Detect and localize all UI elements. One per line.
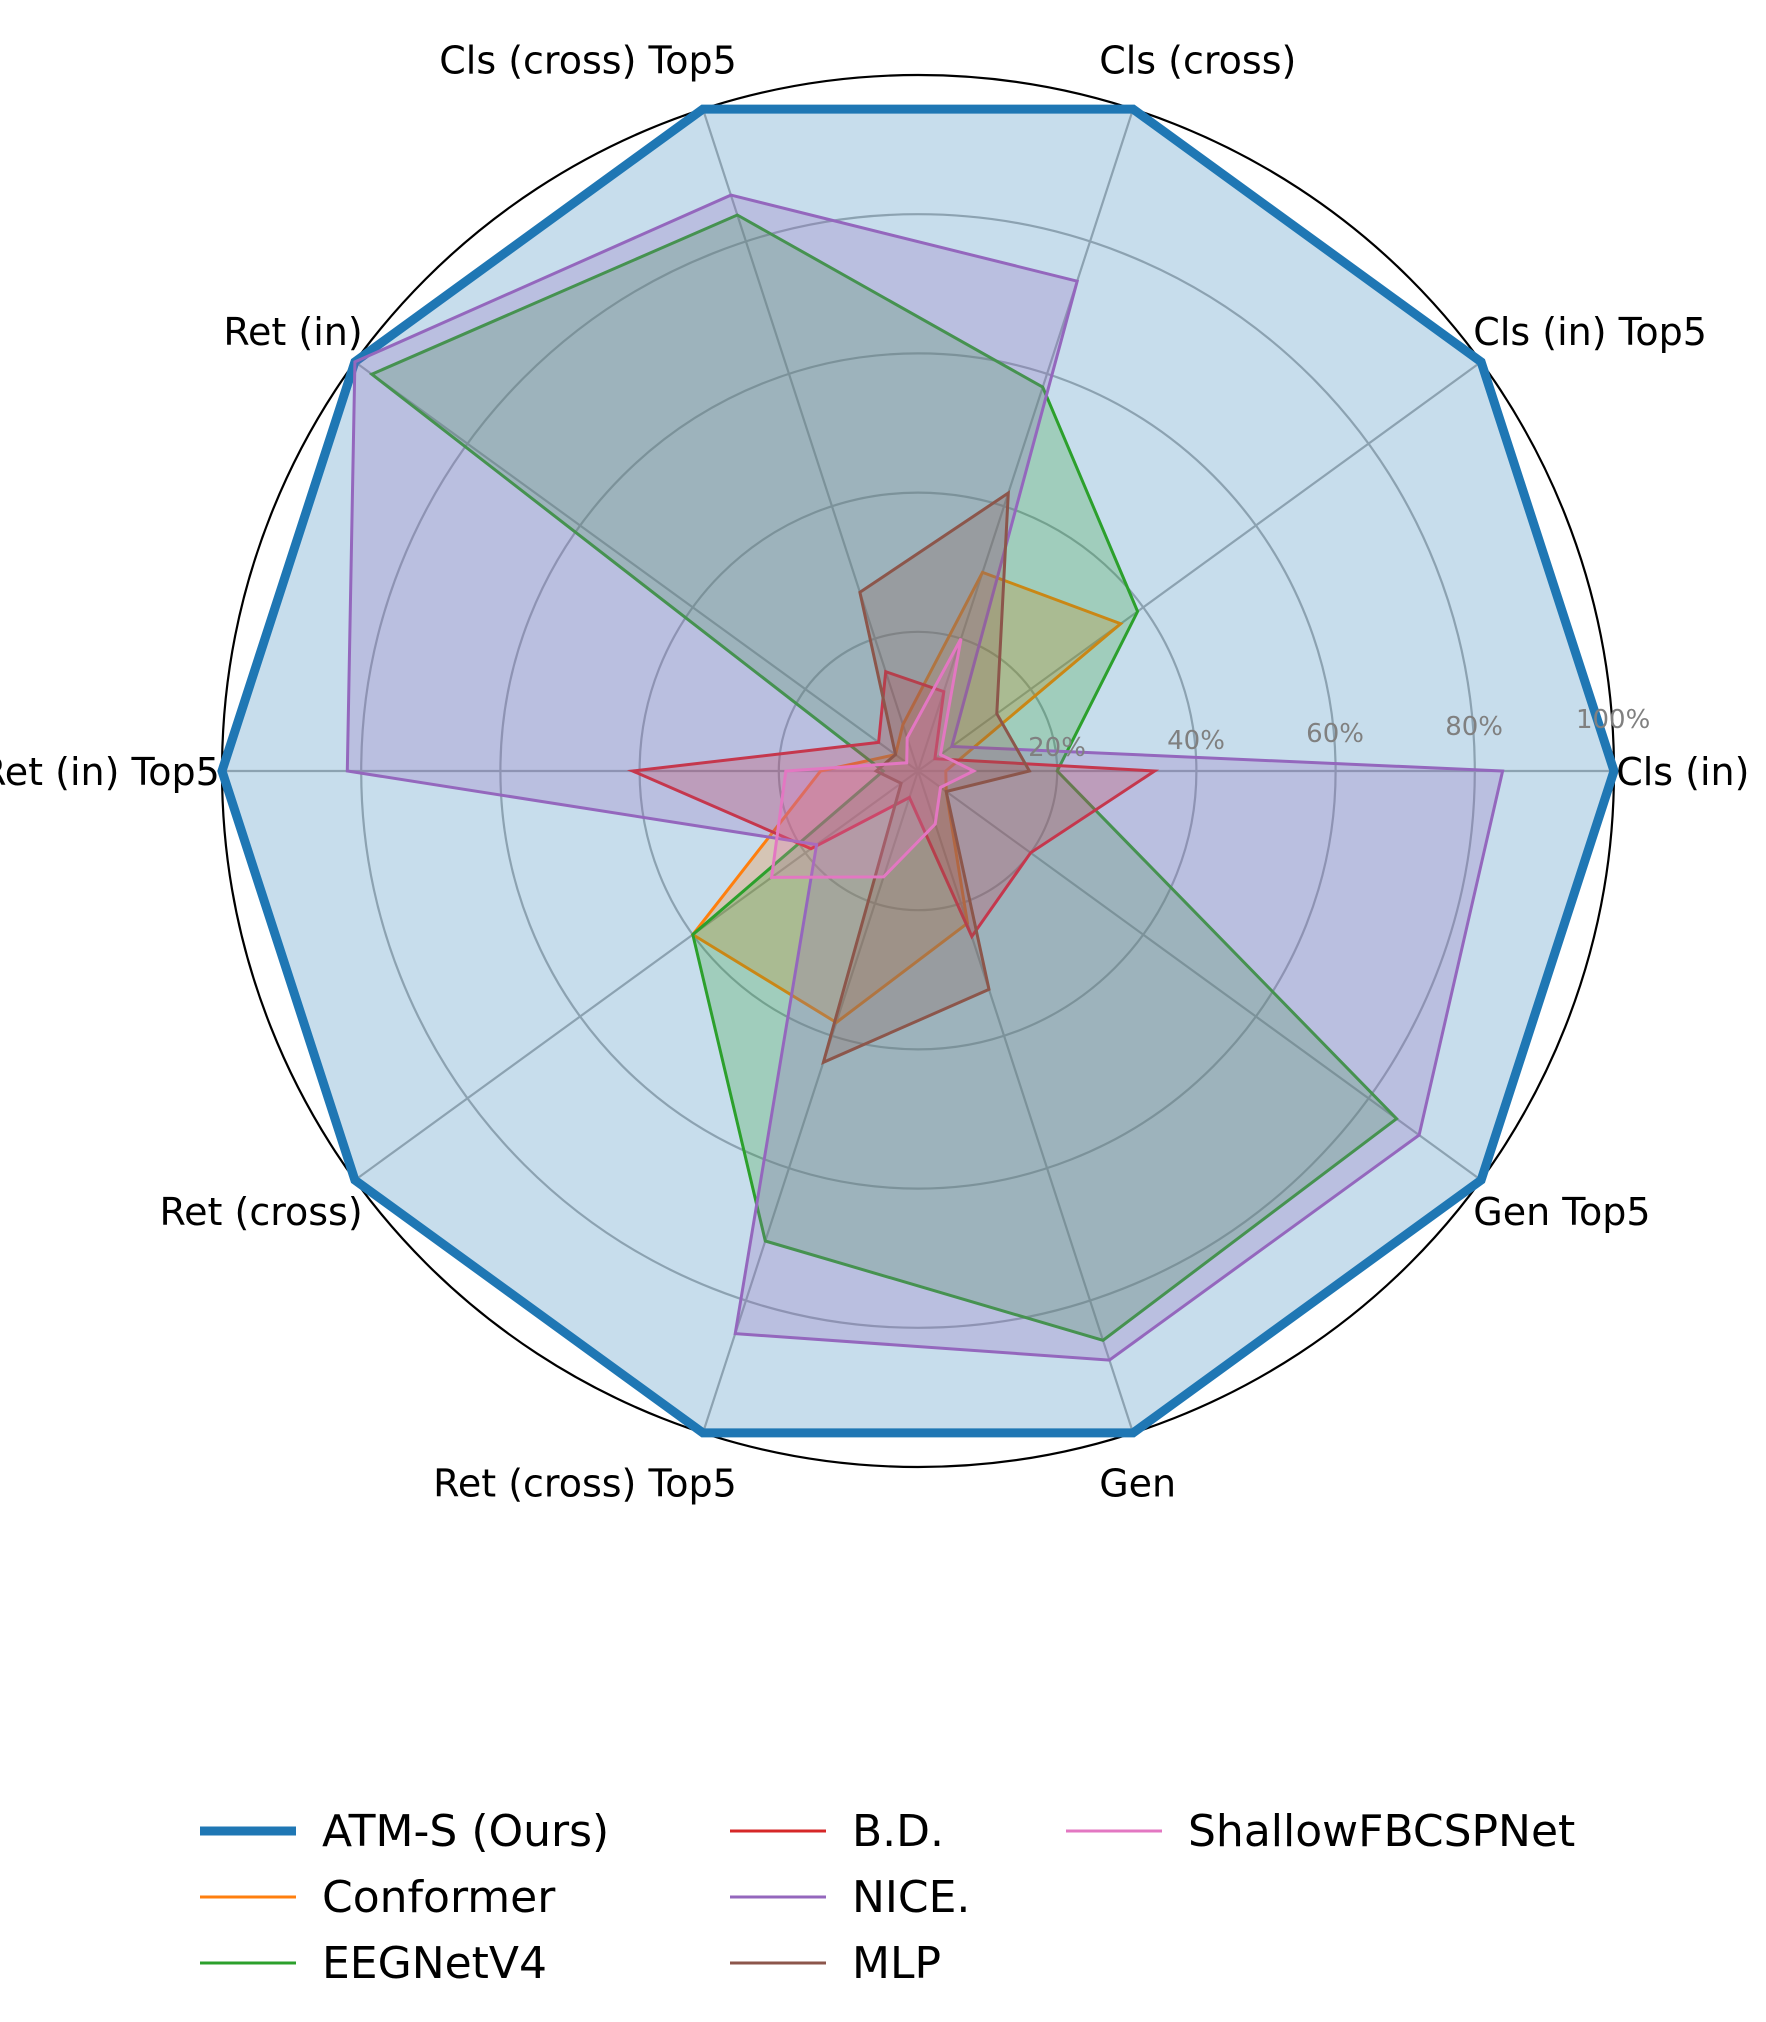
series-fill [823, 493, 1030, 1063]
legend-label: NICE. [852, 1872, 970, 1923]
axis-label: Cls (cross) [1099, 38, 1296, 82]
legend-label: ATM-S (Ours) [322, 1806, 609, 1857]
spoke-line [917, 361, 1482, 772]
series-fill [222, 109, 1614, 1433]
radar-series [217, 104, 1619, 1438]
series-fill [347, 195, 1503, 1361]
legend-label: MLP [852, 1938, 941, 1989]
series-line [626, 669, 1160, 940]
series-line [821, 490, 1032, 1065]
spoke-line [701, 770, 920, 1434]
series-line [217, 104, 1619, 1438]
radial-tick-label: 80% [1445, 712, 1503, 742]
series-line [345, 193, 1505, 1362]
series-fill [771, 638, 974, 878]
series-line [769, 637, 978, 879]
radial-tick-labels: 20% 40% 60% 80% 100% [1028, 705, 1650, 763]
legend-label: ShallowFBCSPNet [1188, 1806, 1575, 1857]
axis-label: Cls (in) Top5 [1473, 310, 1707, 354]
spoke-line [701, 108, 920, 772]
spoke-line [916, 108, 1135, 772]
axis-label: Cls (cross) Top5 [439, 38, 737, 82]
grid-circle [499, 352, 1337, 1190]
legend: ATM-S (Ours) Conformer EEGNetV4 B.D. NICE. ML… [200, 1806, 1575, 1989]
axis-label: Ret (cross) [159, 1190, 362, 1234]
series-line [690, 570, 1124, 1025]
axis-label: Ret (in) [223, 310, 362, 354]
radial-tick-label: 100% [1576, 705, 1650, 735]
axis-label: Ret (in) Top5 [0, 750, 220, 794]
axis-labels: Cls (in) Cls (in) Top5 Cls (cross) Cls (cro… [0, 38, 1749, 1505]
series-fill [371, 215, 1397, 1341]
spoke-line [354, 361, 919, 772]
series-line [368, 213, 1399, 1342]
axis-label: Gen [1099, 1462, 1176, 1506]
radial-tick-label: 20% [1028, 733, 1086, 763]
radial-tick-label: 60% [1306, 719, 1364, 749]
legend-label: EEGNetV4 [322, 1938, 547, 1989]
axis-label: Gen Top5 [1473, 1190, 1650, 1234]
spoke-line [916, 770, 1135, 1434]
legend-label: Conformer [322, 1872, 556, 1923]
spoke-line [917, 770, 1482, 1181]
axis-label: Ret (cross) Top5 [433, 1462, 737, 1506]
spoke-line [354, 770, 919, 1181]
axis-label: Cls (in) [1616, 750, 1749, 794]
radial-tick-label: 40% [1167, 726, 1225, 756]
legend-label: B.D. [852, 1806, 944, 1857]
